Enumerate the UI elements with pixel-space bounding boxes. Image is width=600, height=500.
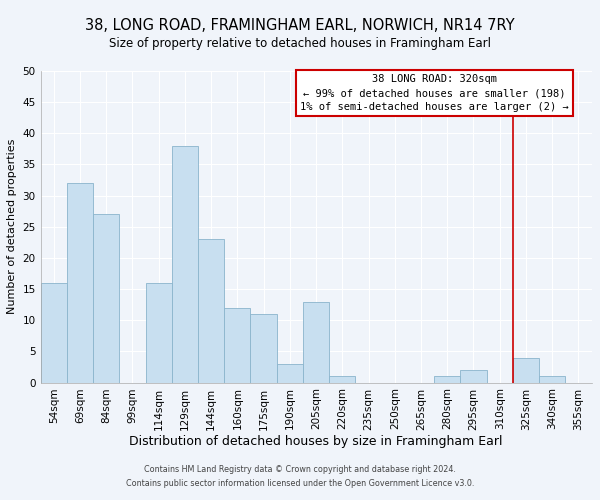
Bar — [198, 239, 224, 382]
Bar — [277, 364, 303, 382]
Bar — [513, 358, 539, 382]
Bar — [93, 214, 119, 382]
X-axis label: Distribution of detached houses by size in Framingham Earl: Distribution of detached houses by size … — [130, 435, 503, 448]
Bar — [41, 283, 67, 382]
Text: 38 LONG ROAD: 320sqm
← 99% of detached houses are smaller (198)
1% of semi-detac: 38 LONG ROAD: 320sqm ← 99% of detached h… — [300, 74, 569, 112]
Bar — [172, 146, 198, 382]
Y-axis label: Number of detached properties: Number of detached properties — [7, 139, 17, 314]
Bar — [329, 376, 355, 382]
Bar — [434, 376, 460, 382]
Bar — [250, 314, 277, 382]
Text: 38, LONG ROAD, FRAMINGHAM EARL, NORWICH, NR14 7RY: 38, LONG ROAD, FRAMINGHAM EARL, NORWICH,… — [85, 18, 515, 32]
Text: Contains HM Land Registry data © Crown copyright and database right 2024.
Contai: Contains HM Land Registry data © Crown c… — [126, 466, 474, 487]
Text: Size of property relative to detached houses in Framingham Earl: Size of property relative to detached ho… — [109, 38, 491, 51]
Bar — [460, 370, 487, 382]
Bar — [539, 376, 565, 382]
Bar — [303, 302, 329, 382]
Bar — [224, 308, 250, 382]
Bar — [146, 283, 172, 382]
Bar — [67, 183, 93, 382]
